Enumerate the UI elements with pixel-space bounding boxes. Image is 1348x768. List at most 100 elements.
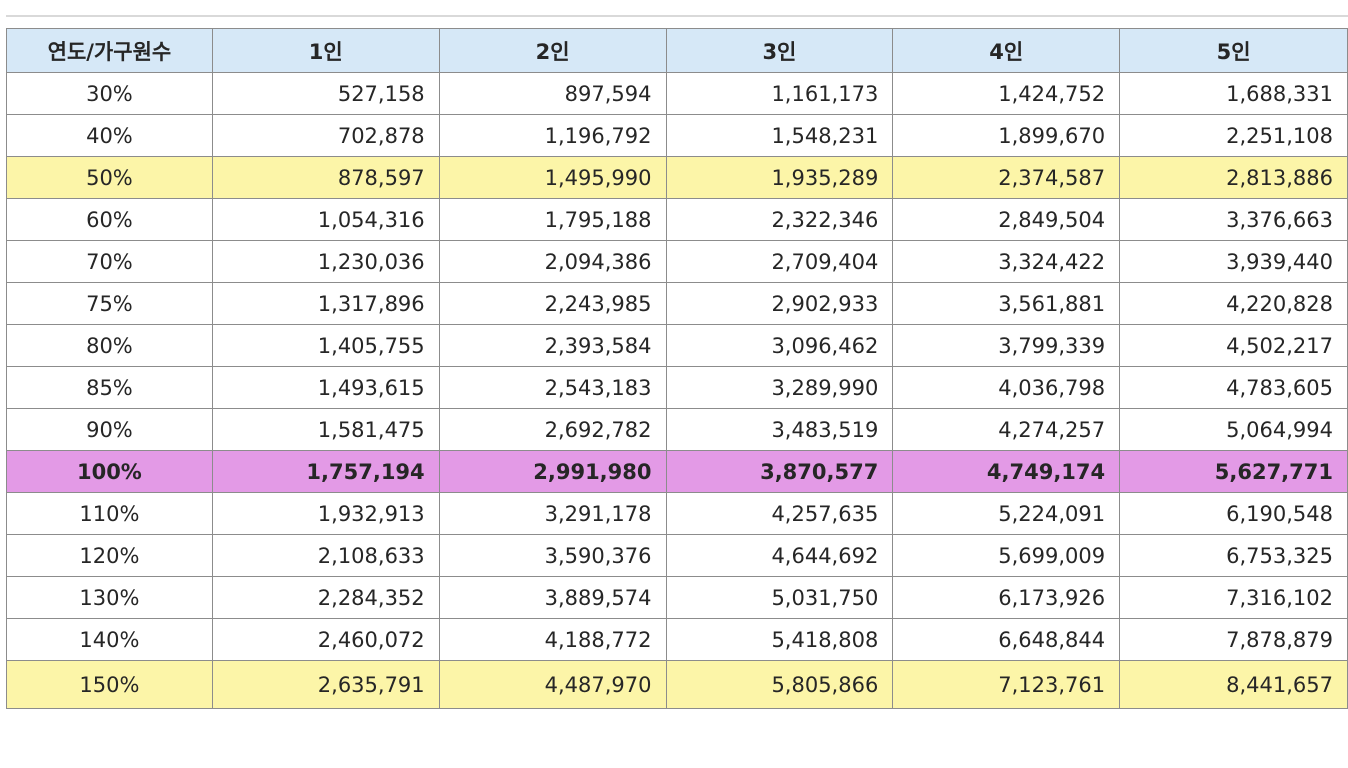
table-row: 100% 1,757,194 2,991,980 3,870,577 4,749,174…	[6, 450, 1348, 493]
value-cell-1-person: 2,635,791	[211, 660, 440, 709]
value-cell-2-person: 1,495,990	[438, 156, 667, 199]
header-cell-1-person: 1인	[211, 28, 440, 73]
table-row: 75% 1,317,896 2,243,985 2,902,933 3,561,881 4…	[6, 282, 1348, 325]
top-divider	[6, 15, 1348, 17]
value-cell-1-person: 878,597	[211, 156, 440, 199]
value-cell-2-person: 1,795,188	[438, 198, 667, 241]
value-cell-5-person: 8,441,657	[1119, 660, 1348, 709]
value-cell-3-person: 3,096,462	[665, 324, 894, 367]
value-cell-3-person: 1,548,231	[665, 114, 894, 157]
value-cell-4-person: 2,849,504	[892, 198, 1121, 241]
value-cell-4-person: 3,561,881	[892, 282, 1121, 325]
value-cell-4-person: 1,424,752	[892, 72, 1121, 115]
table-row: 140% 2,460,072 4,188,772 5,418,808 6,648,844…	[6, 618, 1348, 661]
row-label-cell: 60%	[6, 198, 213, 241]
row-label-cell: 120%	[6, 534, 213, 577]
row-label-cell: 80%	[6, 324, 213, 367]
table-row: 120% 2,108,633 3,590,376 4,644,692 5,699,009…	[6, 534, 1348, 577]
value-cell-2-person: 3,889,574	[438, 576, 667, 619]
value-cell-2-person: 4,487,970	[438, 660, 667, 709]
value-cell-1-person: 2,460,072	[211, 618, 440, 661]
value-cell-4-person: 1,899,670	[892, 114, 1121, 157]
value-cell-3-person: 4,257,635	[665, 492, 894, 535]
value-cell-4-person: 6,173,926	[892, 576, 1121, 619]
table-row: 130% 2,284,352 3,889,574 5,031,750 6,173,926…	[6, 576, 1348, 619]
table-row: 50% 878,597 1,495,990 1,935,289 2,374,587 2,8…	[6, 156, 1348, 199]
table-row: 60% 1,054,316 1,795,188 2,322,346 2,849,504 3…	[6, 198, 1348, 241]
table-row: 70% 1,230,036 2,094,386 2,709,404 3,324,422 3…	[6, 240, 1348, 283]
value-cell-1-person: 1,054,316	[211, 198, 440, 241]
value-cell-2-person: 2,991,980	[438, 450, 667, 493]
header-cell-3-person: 3인	[665, 28, 894, 73]
value-cell-3-person: 2,902,933	[665, 282, 894, 325]
row-label-cell: 40%	[6, 114, 213, 157]
value-cell-4-person: 4,749,174	[892, 450, 1121, 493]
value-cell-3-person: 5,031,750	[665, 576, 894, 619]
value-cell-5-person: 3,376,663	[1119, 198, 1348, 241]
value-cell-5-person: 1,688,331	[1119, 72, 1348, 115]
value-cell-4-person: 4,036,798	[892, 366, 1121, 409]
header-cell-year-household: 연도/가구원수	[6, 28, 213, 73]
value-cell-5-person: 2,813,886	[1119, 156, 1348, 199]
value-cell-4-person: 2,374,587	[892, 156, 1121, 199]
value-cell-4-person: 4,274,257	[892, 408, 1121, 451]
value-cell-4-person: 6,648,844	[892, 618, 1121, 661]
value-cell-3-person: 2,322,346	[665, 198, 894, 241]
value-cell-4-person: 3,799,339	[892, 324, 1121, 367]
value-cell-3-person: 5,805,866	[665, 660, 894, 709]
value-cell-3-person: 4,644,692	[665, 534, 894, 577]
bottom-crop	[6, 748, 1348, 768]
value-cell-3-person: 3,289,990	[665, 366, 894, 409]
value-cell-4-person: 7,123,761	[892, 660, 1121, 709]
value-cell-5-person: 2,251,108	[1119, 114, 1348, 157]
value-cell-2-person: 2,393,584	[438, 324, 667, 367]
value-cell-5-person: 5,627,771	[1119, 450, 1348, 493]
value-cell-4-person: 5,699,009	[892, 534, 1121, 577]
value-cell-3-person: 3,870,577	[665, 450, 894, 493]
value-cell-1-person: 1,757,194	[211, 450, 440, 493]
value-cell-1-person: 702,878	[211, 114, 440, 157]
row-label-cell: 70%	[6, 240, 213, 283]
value-cell-5-person: 4,502,217	[1119, 324, 1348, 367]
value-cell-1-person: 1,317,896	[211, 282, 440, 325]
value-cell-2-person: 1,196,792	[438, 114, 667, 157]
value-cell-2-person: 2,094,386	[438, 240, 667, 283]
row-label-cell: 90%	[6, 408, 213, 451]
value-cell-2-person: 4,188,772	[438, 618, 667, 661]
table-body: 30% 527,158 897,594 1,161,173 1,424,752 1,688…	[6, 72, 1348, 709]
table-row: 85% 1,493,615 2,543,183 3,289,990 4,036,798 4…	[6, 366, 1348, 409]
value-cell-2-person: 2,692,782	[438, 408, 667, 451]
value-cell-5-person: 6,753,325	[1119, 534, 1348, 577]
value-cell-1-person: 2,108,633	[211, 534, 440, 577]
value-cell-2-person: 2,543,183	[438, 366, 667, 409]
row-label-cell: 85%	[6, 366, 213, 409]
value-cell-1-person: 1,581,475	[211, 408, 440, 451]
value-cell-2-person: 3,291,178	[438, 492, 667, 535]
value-cell-2-person: 3,590,376	[438, 534, 667, 577]
value-cell-3-person: 2,709,404	[665, 240, 894, 283]
value-cell-5-person: 3,939,440	[1119, 240, 1348, 283]
value-cell-2-person: 2,243,985	[438, 282, 667, 325]
table-header: 연도/가구원수 1인 2인 3인 4인 5인	[6, 28, 1348, 73]
row-label-cell: 140%	[6, 618, 213, 661]
value-cell-5-person: 6,190,548	[1119, 492, 1348, 535]
row-label-cell: 110%	[6, 492, 213, 535]
row-label-cell: 150%	[6, 660, 213, 709]
table-row: 40% 702,878 1,196,792 1,548,231 1,899,670 2,2…	[6, 114, 1348, 157]
value-cell-1-person: 2,284,352	[211, 576, 440, 619]
table-row: 80% 1,405,755 2,393,584 3,096,462 3,799,339 4…	[6, 324, 1348, 367]
value-cell-1-person: 527,158	[211, 72, 440, 115]
header-cell-2-person: 2인	[438, 28, 667, 73]
table-row: 90% 1,581,475 2,692,782 3,483,519 4,274,257 5…	[6, 408, 1348, 451]
value-cell-5-person: 7,316,102	[1119, 576, 1348, 619]
header-row: 연도/가구원수 1인 2인 3인 4인 5인	[6, 28, 1348, 73]
value-cell-4-person: 5,224,091	[892, 492, 1121, 535]
median-income-table: 연도/가구원수 1인 2인 3인 4인 5인 30% 527,158 897,594…	[6, 28, 1348, 709]
value-cell-5-person: 7,878,879	[1119, 618, 1348, 661]
value-cell-3-person: 3,483,519	[665, 408, 894, 451]
table-row: 110% 1,932,913 3,291,178 4,257,635 5,224,091…	[6, 492, 1348, 535]
income-table-container: 연도/가구원수 1인 2인 3인 4인 5인 30% 527,158 897,594…	[6, 28, 1348, 709]
value-cell-5-person: 4,220,828	[1119, 282, 1348, 325]
value-cell-2-person: 897,594	[438, 72, 667, 115]
header-cell-5-person: 5인	[1119, 28, 1348, 73]
